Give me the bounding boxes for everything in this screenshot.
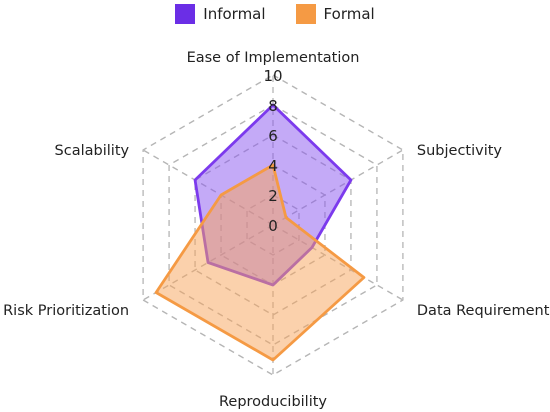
radar-axis-labels: Ease of Implementation Subjectivity Data R…: [3, 50, 550, 410]
legend-label-informal: Informal: [203, 5, 266, 23]
series-formal[interactable]: [154, 163, 366, 362]
axis-label-0: Ease of Implementation: [187, 50, 360, 66]
tick-label-0: 0: [268, 217, 278, 235]
legend-item-informal[interactable]: Informal: [175, 4, 266, 24]
tick-label-6: 6: [268, 127, 278, 145]
grid-ring-10: [142, 74, 404, 376]
legend-item-formal[interactable]: Formal: [295, 4, 375, 24]
tick-label-10: 10: [263, 67, 282, 85]
tick-label-8: 8: [268, 97, 278, 115]
legend-swatch-informal: [175, 4, 196, 24]
axis-label-1: Subjectivity: [417, 143, 503, 159]
legend-swatch-formal: [295, 4, 316, 24]
axis-label-3: Reproducibility: [219, 394, 327, 410]
axis-label-4: Risk Prioritization: [3, 303, 129, 319]
radar-ticks: 0 2 4 6 8 10: [263, 67, 282, 235]
tick-label-4: 4: [268, 157, 278, 175]
axis-label-2: Data Requirement: [417, 303, 550, 319]
grid-ring-8: [168, 104, 378, 346]
legend: Informal Formal: [0, 4, 550, 24]
radar-series: [154, 103, 366, 362]
tick-label-2: 2: [268, 187, 278, 205]
axis-label-5: Scalability: [55, 143, 130, 159]
legend-label-formal: Formal: [323, 5, 375, 23]
